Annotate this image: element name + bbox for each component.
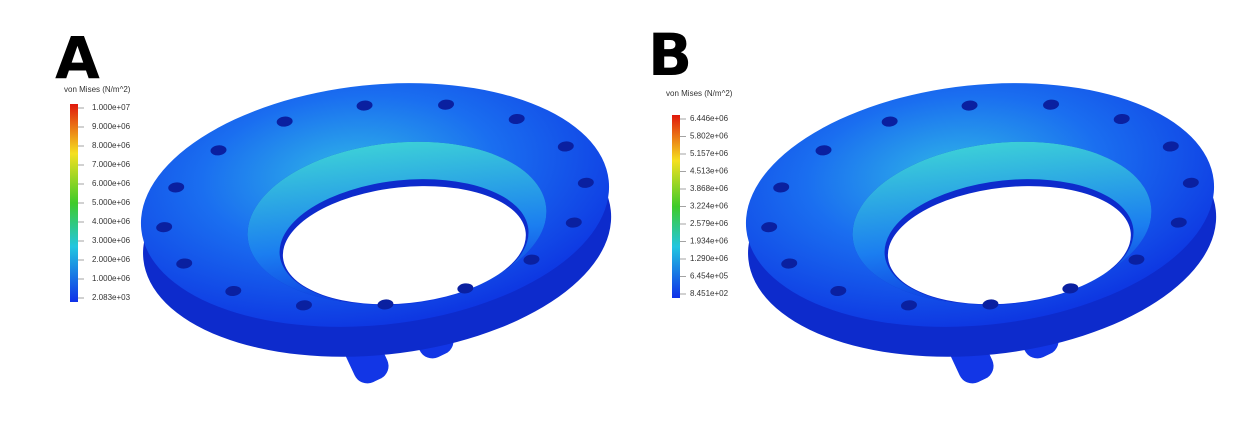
tick-label: 3.224e+06 xyxy=(690,202,729,211)
tick-label: 4.513e+06 xyxy=(690,167,729,176)
color-bar xyxy=(672,115,680,298)
tick-label: 6.446e+06 xyxy=(690,114,729,123)
tick-label: 4.000e+06 xyxy=(92,217,131,226)
fea-part xyxy=(129,61,624,388)
tick-label: 3.000e+06 xyxy=(92,236,131,245)
tick-label: 2.083e+03 xyxy=(92,293,131,302)
panel-label: A xyxy=(55,24,100,92)
tick-label: 7.000e+06 xyxy=(92,160,131,169)
color-bar xyxy=(70,104,78,302)
tick-label: 1.290e+06 xyxy=(690,254,729,263)
tick-label: 1.934e+06 xyxy=(690,237,729,246)
figure: Avon Mises (N/m^2) 1.000e+07 9.000e+06 8.00… xyxy=(0,0,1257,426)
tick-label: 8.000e+06 xyxy=(92,141,131,150)
tick-label: 2.579e+06 xyxy=(690,219,729,228)
tick-label: 5.157e+06 xyxy=(690,149,729,158)
tick-label: 6.000e+06 xyxy=(92,179,131,188)
tick-label: 5.000e+06 xyxy=(92,198,131,207)
fea-part xyxy=(734,61,1229,388)
panel-label: B xyxy=(648,21,692,89)
tick-label: 1.000e+06 xyxy=(92,274,131,283)
tick-label: 5.802e+06 xyxy=(690,132,729,141)
tick-label: 3.868e+06 xyxy=(690,184,729,193)
tick-label: 8.451e+02 xyxy=(690,289,729,298)
tick-label: 2.000e+06 xyxy=(92,255,131,264)
tick-label: 6.454e+05 xyxy=(690,272,729,281)
tick-label: 1.000e+07 xyxy=(92,103,131,112)
legend-title: von Mises (N/m^2) xyxy=(666,89,733,98)
legend-title: von Mises (N/m^2) xyxy=(64,85,131,94)
tick-label: 9.000e+06 xyxy=(92,122,131,131)
